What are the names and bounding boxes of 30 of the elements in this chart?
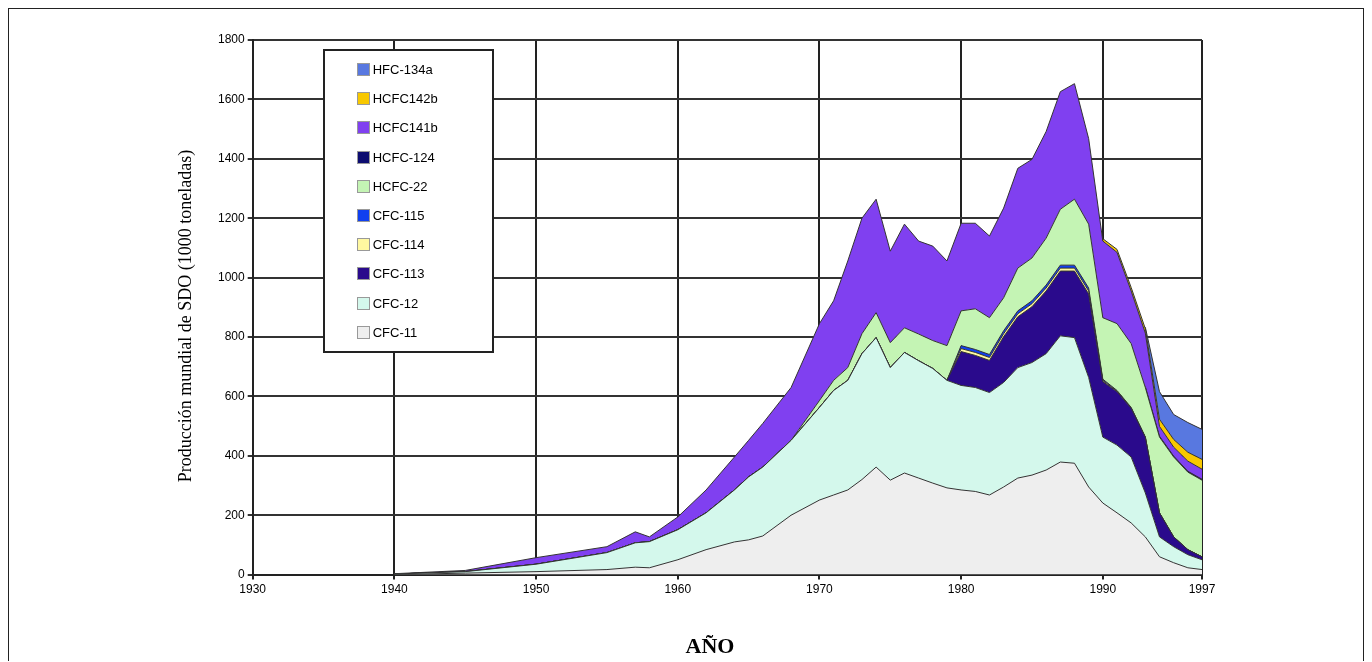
y-tick-label: 400 xyxy=(224,448,246,463)
y-tick-label: 1600 xyxy=(217,91,246,106)
legend-label: HCFC141b xyxy=(372,120,438,136)
legend-label: CFC-115 xyxy=(372,208,425,224)
legend-label: HCFC142b xyxy=(372,91,438,107)
y-tick-label: 0 xyxy=(238,566,246,581)
legend-label: CFC-114 xyxy=(372,237,425,253)
x-tick-label: 1980 xyxy=(947,582,975,597)
x-axis-title: AÑO xyxy=(685,633,735,659)
x-tick-label: 1997 xyxy=(1188,582,1216,597)
y-tick-label: 1000 xyxy=(217,269,246,284)
y-tick-label: 600 xyxy=(224,388,246,403)
y-tick-label: 1200 xyxy=(217,210,246,225)
x-tick-label: 1950 xyxy=(522,582,550,597)
legend-label: CFC-11 xyxy=(372,324,418,340)
legend-label: HCFC-124 xyxy=(372,149,435,165)
x-tick-label: 1970 xyxy=(806,582,834,597)
legend-label: HFC-134a xyxy=(372,62,433,78)
y-axis-title: Producción mundial de SDO (1000 toneladas) xyxy=(174,149,196,483)
y-tick-label: 800 xyxy=(224,329,246,344)
x-tick-label: 1990 xyxy=(1089,582,1117,597)
y-tick-label: 1400 xyxy=(217,151,246,166)
x-tick-label: 1930 xyxy=(239,582,267,597)
legend-label: HCFC-22 xyxy=(372,178,428,194)
y-tick-label: 1800 xyxy=(217,32,246,47)
legend-label: CFC-12 xyxy=(372,295,419,311)
legend-label: CFC-113 xyxy=(372,266,425,282)
y-tick-label: 200 xyxy=(224,507,246,522)
x-tick-label: 1960 xyxy=(664,582,692,597)
x-tick-label: 1940 xyxy=(381,582,409,597)
